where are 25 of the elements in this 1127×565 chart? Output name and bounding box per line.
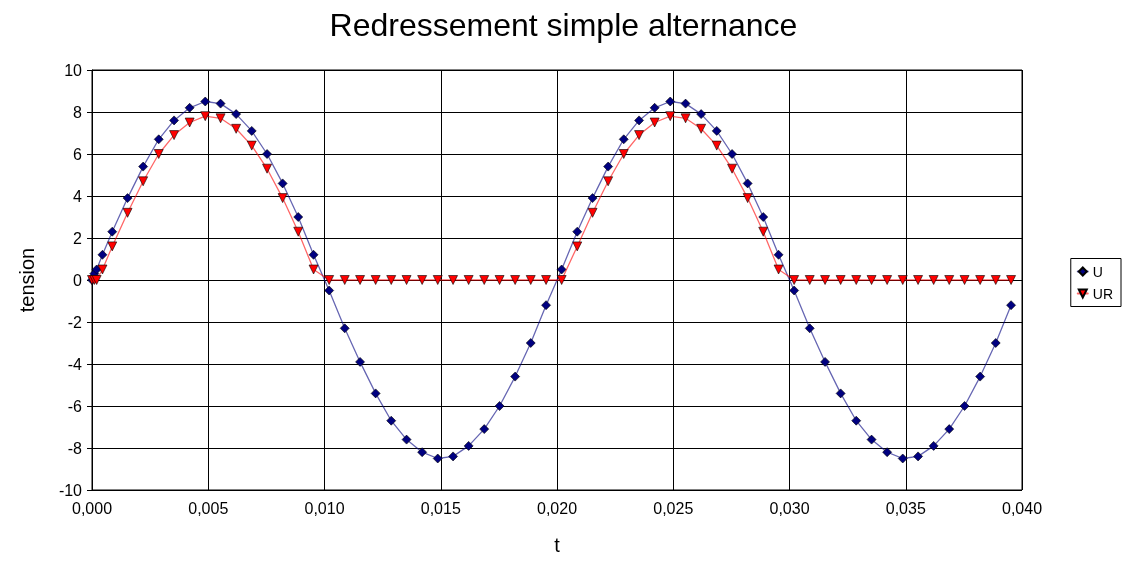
y-tick-label: 4 bbox=[73, 187, 83, 205]
x-tick-label: 0,010 bbox=[304, 499, 345, 517]
y-axis-title: tension bbox=[16, 247, 38, 313]
y-tick-label: 0 bbox=[73, 271, 83, 289]
x-tick-label: 0,025 bbox=[653, 499, 694, 517]
x-tick-label: 0,035 bbox=[885, 499, 926, 517]
legend-label: UR bbox=[1092, 285, 1114, 302]
x-tick-label: 0,030 bbox=[769, 499, 810, 517]
y-tick-label: 6 bbox=[73, 145, 83, 163]
y-tick-label: -2 bbox=[67, 313, 83, 331]
x-tick-label: 0,015 bbox=[420, 499, 461, 517]
x-tick-label: 0,005 bbox=[188, 499, 229, 517]
x-tick-label: 0,040 bbox=[1001, 499, 1043, 517]
y-tick-label: -10 bbox=[58, 481, 83, 499]
y-tick-label: 10 bbox=[64, 61, 83, 79]
x-tick-label: 0,020 bbox=[536, 499, 578, 517]
y-tick-label: -6 bbox=[67, 397, 83, 415]
y-tick-label: 2 bbox=[73, 229, 83, 247]
legend-label: U bbox=[1092, 263, 1103, 280]
x-axis-title: t bbox=[554, 534, 561, 556]
x-tick-label: 0,000 bbox=[71, 499, 113, 517]
y-tick-label: -4 bbox=[67, 355, 83, 373]
chart-title: Redressement simple alternance bbox=[329, 7, 798, 43]
y-tick-label: 8 bbox=[73, 103, 83, 121]
y-tick-label: -8 bbox=[67, 439, 83, 457]
